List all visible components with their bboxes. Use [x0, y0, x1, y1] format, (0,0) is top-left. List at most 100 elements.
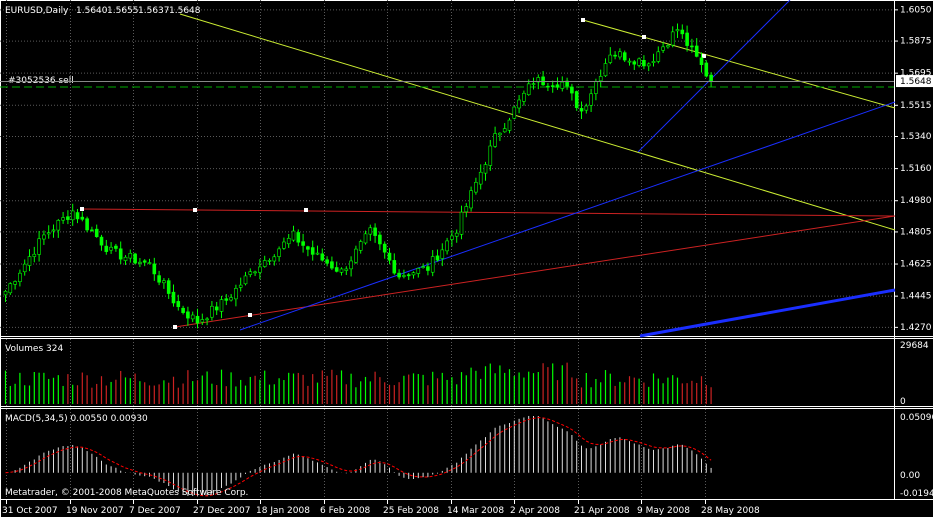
candle-body [157, 275, 161, 283]
candle-body [296, 232, 301, 243]
candle-body [411, 272, 416, 276]
candle-body [445, 240, 449, 252]
candle-body [406, 274, 411, 277]
date-tick-label: 18 Jan 2008 [256, 506, 310, 516]
chart-objects [80, 0, 896, 338]
candle-body [358, 241, 363, 251]
date-tick-label: 7 Dec 2007 [129, 506, 181, 516]
candle-body [94, 228, 99, 237]
macd-label: MACD(5,34,5) 0.00550 0.00930 [5, 414, 148, 424]
anchor-point[interactable] [642, 35, 646, 39]
trendline-blue-bold[interactable] [639, 288, 896, 338]
candle-body [171, 291, 176, 304]
candle-body [675, 29, 680, 32]
candle-body [229, 297, 233, 301]
candle-body [646, 63, 651, 67]
macd-signal-line [5, 417, 712, 497]
candle-body [555, 84, 560, 88]
ohlc-low: 1.5637 [138, 6, 170, 16]
candle-body [584, 105, 589, 111]
trendline-blue-steep[interactable] [637, 0, 791, 153]
price-tick-label: 1.4625 [900, 260, 932, 270]
candles [3, 23, 713, 329]
candle-body [565, 80, 569, 87]
candle-body [46, 232, 51, 235]
date-tick-label: 6 Feb 2008 [320, 506, 371, 516]
candle-body [123, 256, 128, 261]
price-tick-label: 1.6050 [900, 5, 932, 15]
candle-body [8, 283, 13, 294]
candle-body [546, 85, 550, 88]
candle-body [622, 52, 627, 61]
candle-body [603, 63, 608, 77]
candle-body [262, 260, 267, 267]
candle-body [56, 220, 61, 231]
candle-body [454, 232, 459, 237]
anchor-point[interactable] [702, 54, 706, 58]
candle-body [608, 54, 613, 63]
date-tick-label: 14 Mar 2008 [447, 506, 504, 516]
candle-body [493, 133, 497, 147]
channel-upper-line[interactable] [582, 19, 896, 109]
anchor-point[interactable] [248, 313, 252, 317]
symbol-header: EURUSD,Daily [5, 6, 69, 16]
candle-body [349, 260, 353, 270]
candle-body [570, 86, 574, 94]
candle-body [22, 263, 27, 273]
macd-tick-max: 0.05096 [900, 413, 934, 423]
price-tick-label: 1.5340 [900, 132, 932, 142]
candle-body [291, 230, 296, 241]
candle-body [685, 32, 689, 46]
candle-body [224, 298, 229, 301]
candle-body [416, 268, 421, 274]
order-label: #3052536 sell [8, 76, 74, 86]
anchor-point[interactable] [173, 325, 177, 329]
candle-body [627, 60, 632, 63]
support-line-red[interactable] [174, 215, 896, 328]
candle-body [205, 318, 209, 321]
candle-body [248, 271, 253, 275]
candle-body [661, 46, 665, 51]
candle-body [656, 51, 661, 62]
candle-body [66, 216, 70, 220]
candle-body [75, 212, 80, 220]
channel-lower-line[interactable] [179, 13, 896, 231]
anchor-point[interactable] [304, 208, 308, 212]
volume-bars [4, 362, 712, 404]
anchor-point[interactable] [80, 207, 84, 211]
trendline-blue-long[interactable] [239, 101, 896, 331]
date-tick-label: 31 Oct 2007 [2, 506, 58, 516]
date-tick-label: 25 Feb 2008 [383, 506, 439, 516]
candle-body [344, 268, 349, 271]
candle-body [594, 81, 598, 94]
anchor-point[interactable] [581, 18, 585, 22]
ohlc-open: 1.5640 [76, 6, 108, 16]
candle-body [474, 182, 478, 193]
candle-body [450, 235, 454, 240]
candle-body [382, 243, 387, 253]
date-tick-label: 27 Dec 2007 [193, 506, 251, 516]
volume-tick-max: 29684 [900, 341, 929, 351]
candle-body [181, 307, 185, 313]
candle-body [152, 263, 157, 275]
candle-body [214, 306, 219, 311]
candle-body [277, 248, 281, 257]
volume-label: Volumes 324 [5, 344, 63, 354]
candle-body [618, 51, 622, 58]
anchor-point[interactable] [193, 208, 197, 212]
candle-body [512, 106, 517, 119]
candle-body [541, 76, 545, 86]
date-tick-label: 2 Apr 2008 [510, 506, 560, 516]
candle-body [99, 236, 104, 246]
candle-body [464, 206, 469, 213]
candle-body [267, 260, 272, 262]
candle-body [176, 301, 181, 308]
candle-body [373, 227, 377, 236]
candle-body [70, 210, 75, 221]
candle-body [704, 62, 709, 77]
resistance-line-red[interactable] [81, 208, 896, 217]
candle-body [61, 217, 65, 221]
candle-body [334, 267, 339, 272]
